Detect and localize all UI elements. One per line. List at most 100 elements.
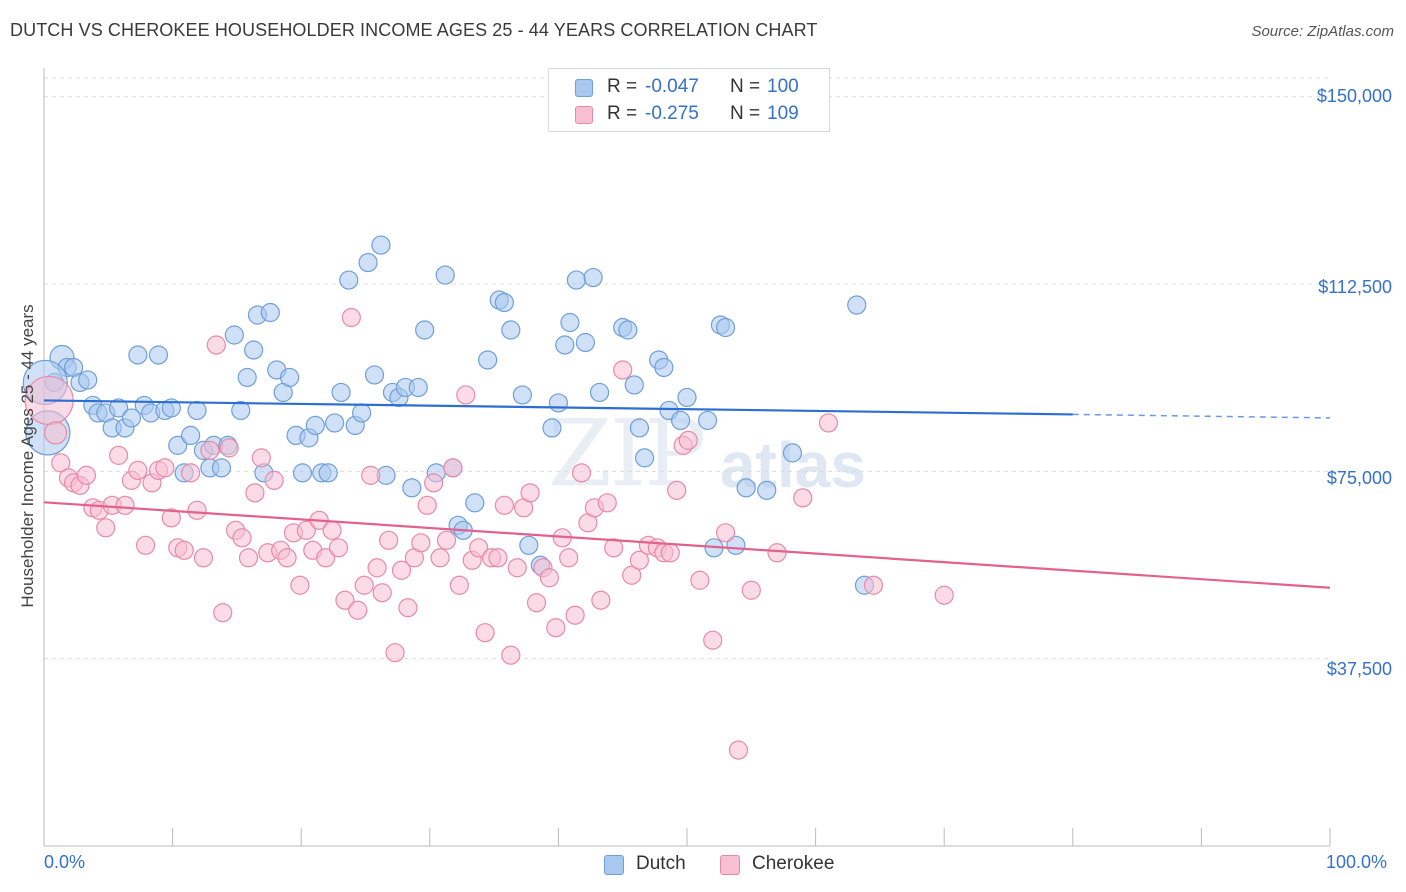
cherokee-point <box>193 548 214 568</box>
dutch-point <box>260 302 280 323</box>
cherokee-point <box>456 385 476 405</box>
dutch-point <box>305 415 325 436</box>
cherokee-trend-line <box>43 501 1331 589</box>
cherokee-point <box>328 538 349 558</box>
source-label: Source: ZipAtlas.com <box>1251 23 1394 40</box>
dutch-point <box>583 267 603 288</box>
cherokee-point <box>232 528 252 548</box>
cherokee-point <box>290 575 310 595</box>
dutch-point <box>736 478 756 498</box>
dutch-point <box>654 357 674 378</box>
y-tick-label: $112,500 <box>1318 277 1392 297</box>
cherokee-point <box>629 550 650 570</box>
r-label: R = <box>607 103 638 124</box>
dutch-point <box>78 370 98 390</box>
cherokee-swatch <box>575 106 593 124</box>
cherokee-point <box>571 463 592 483</box>
cherokee-point <box>213 603 233 623</box>
dutch-point <box>501 320 521 340</box>
cherokee-point <box>507 558 527 578</box>
r-label: R = <box>607 76 638 97</box>
cherokee-point <box>703 630 723 650</box>
dutch-point <box>408 377 428 398</box>
cherokee-point <box>793 488 813 508</box>
dutch-point <box>512 385 532 405</box>
dutch-point <box>548 393 569 413</box>
x-min-label: 0.0% <box>44 852 86 872</box>
dutch-point <box>161 398 181 418</box>
dutch-point <box>575 332 596 353</box>
dutch-point <box>566 270 587 290</box>
series-legend: Dutch Cherokee <box>0 850 1406 880</box>
cherokee-point <box>411 533 431 553</box>
cherokee-point <box>443 458 463 478</box>
dutch-point <box>358 252 378 273</box>
dutch-point <box>325 413 345 433</box>
dutch-point <box>292 463 313 483</box>
cherokee-point <box>526 593 547 613</box>
dutch-point <box>224 325 244 345</box>
dutch-point <box>318 463 338 483</box>
stats-legend: R = -0.047 N = 100 R = -0.275 N = 109 <box>548 68 830 132</box>
legend-label: Cherokee <box>752 853 835 874</box>
cherokee-point <box>398 598 418 618</box>
n-value: 109 <box>767 103 799 124</box>
dutch-point <box>465 493 485 513</box>
dutch-point <box>364 365 385 385</box>
cherokee-point <box>494 495 514 515</box>
cherokee-point <box>354 575 374 595</box>
cherokee-point <box>430 548 450 568</box>
dutch-point <box>519 535 539 555</box>
cherokee-point <box>238 548 259 568</box>
cherokee-point <box>391 560 412 580</box>
cherokee-point <box>449 575 469 595</box>
cherokee-point <box>767 543 787 563</box>
cherokee-point <box>361 465 381 485</box>
legend-label: Dutch <box>636 853 686 874</box>
dutch-point <box>108 398 129 418</box>
dutch-point <box>211 458 232 478</box>
cherokee-point <box>622 565 642 585</box>
cherokee-point <box>863 575 884 595</box>
cherokee-point <box>316 548 336 568</box>
n-label: N = <box>730 76 761 97</box>
cherokee-point <box>181 463 201 483</box>
dutch-point <box>231 400 251 421</box>
dutch-point <box>128 345 148 365</box>
cherokee-point <box>469 538 489 558</box>
cherokee-point <box>367 558 387 578</box>
cherokee-point <box>348 600 368 620</box>
cherokee-point <box>501 645 521 665</box>
dutch-point <box>331 382 351 403</box>
y-tick-label: $75,000 <box>1326 468 1392 488</box>
cherokee-point <box>245 483 265 503</box>
dutch-swatch <box>604 855 624 875</box>
dutch-point <box>726 535 746 555</box>
r-value: -0.047 <box>645 76 699 97</box>
chart-title: DUTCH VS CHEROKEE HOUSEHOLDER INCOME AGE… <box>10 20 818 40</box>
cherokee-point <box>565 605 585 625</box>
cherokee-point <box>135 535 156 555</box>
cherokee-point <box>264 470 284 490</box>
dutch-swatch <box>575 79 593 97</box>
dutch-point <box>634 448 655 468</box>
dutch-point <box>237 367 257 388</box>
dutch-point <box>618 320 638 340</box>
cherokee-point <box>96 518 116 538</box>
cherokee-point <box>520 483 540 503</box>
dutch-point <box>181 425 201 446</box>
dutch-point <box>757 480 777 500</box>
dutch-point <box>589 382 610 403</box>
y-axis-label: Householder Income Ages 25 - 44 years <box>18 304 37 608</box>
cherokee-swatch <box>720 855 740 875</box>
cherokee-point <box>660 543 680 563</box>
cherokee-point <box>591 590 611 610</box>
n-value: 100 <box>767 76 799 97</box>
cherokee-point <box>475 623 495 643</box>
cherokee-point <box>934 585 954 605</box>
cherokee-point <box>728 740 749 760</box>
dutch-point <box>697 410 718 431</box>
y-tick-label: $150,000 <box>1316 86 1392 106</box>
cherokee-point <box>206 335 226 355</box>
